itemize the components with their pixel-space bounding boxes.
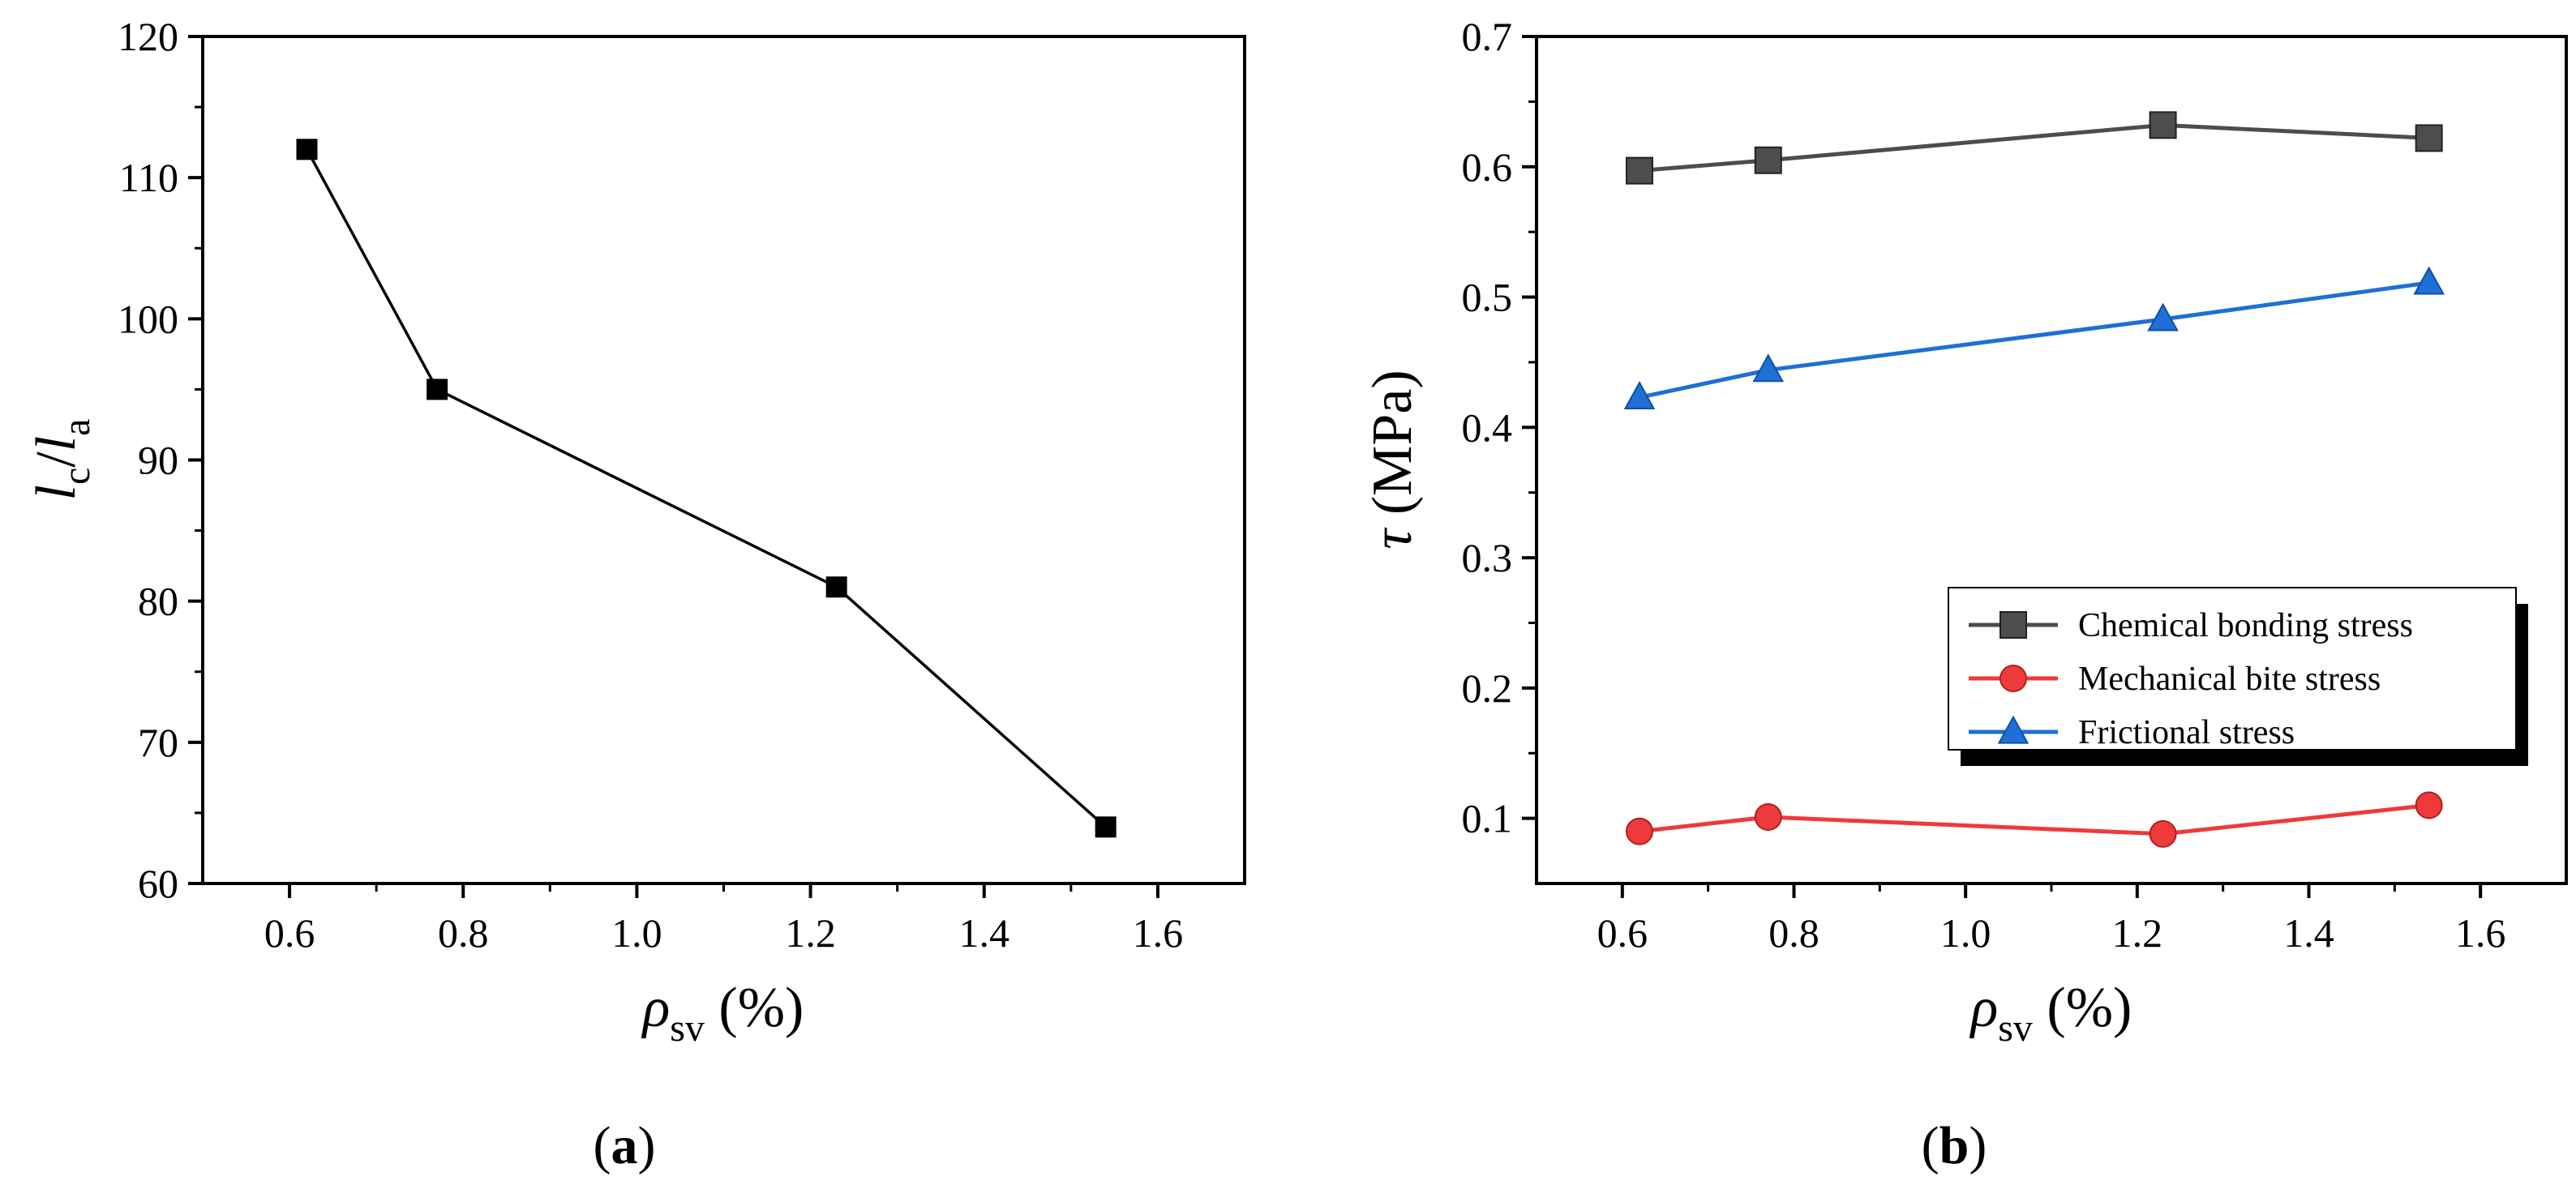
data-point-frictional-stress-1 <box>1752 353 1785 383</box>
x-tick-label-a-2: 1.0 <box>611 910 662 956</box>
data-point-chemical-bonding-stress-3 <box>2415 124 2443 152</box>
legend-label-mechanical: Mechanical bite stress <box>2078 661 2381 698</box>
data-point-mechanical-bite-stress-1 <box>1754 803 1782 832</box>
legend-label-chemical: Chemical bonding stress <box>2078 607 2413 644</box>
data-point-lc-la-3 <box>1095 816 1117 838</box>
series-line-chemical-bonding-stress <box>1639 122 2429 173</box>
panel-label-letter: b <box>1940 1116 1970 1175</box>
data-point-mechanical-bite-stress-0 <box>1626 817 1653 845</box>
data-point-lc-la-1 <box>426 379 448 400</box>
x-tick-label-a-1: 0.8 <box>438 910 489 956</box>
data-point-chemical-bonding-stress-1 <box>1754 146 1782 174</box>
y-axis-sub1: c <box>55 468 98 485</box>
axis-ticks-a: 0.6 0.8 1.0 1.2 1.4 1.6 60 70 80 90 100 110 120 <box>118 14 1183 956</box>
data-point-mechanical-bite-stress-3 <box>2415 791 2443 819</box>
y-axis-sub2: a <box>55 419 98 436</box>
y-tick-label-a-2: 80 <box>138 579 178 624</box>
y-axis-base2: l <box>25 436 88 451</box>
series-line-lc-la <box>305 148 1107 828</box>
y-tick-label-a-3: 90 <box>138 438 178 483</box>
x-tick-label-a-0: 0.6 <box>264 910 315 956</box>
x-tick-label-b-1: 0.8 <box>1768 910 1819 956</box>
data-point-chemical-bonding-stress-0 <box>1626 156 1653 185</box>
plot-frame-a <box>201 35 1246 885</box>
axis-ticks-b: 0.6 0.8 1.0 1.2 1.4 1.6 0.1 0.2 0.3 0.4 0.5 0.6 0.7 <box>1462 14 2506 956</box>
x-tick-label-b-3: 1.2 <box>2112 910 2163 956</box>
x-axis-symbol: ρ <box>1970 977 1999 1039</box>
y-tick-label-b-6: 0.7 <box>1462 14 1513 59</box>
y-axis-title-b: τ (MPa) <box>1361 370 1424 549</box>
series-markers-a <box>296 139 1117 838</box>
x-tick-label-a-4: 1.4 <box>959 910 1010 956</box>
y-axis-symbol: τ <box>1361 527 1424 550</box>
series-lines-a <box>305 148 1107 828</box>
x-tick-label-b-0: 0.6 <box>1597 910 1648 956</box>
x-axis-unit: (%) <box>2033 977 2132 1039</box>
series-line-frictional-stress <box>1639 280 2430 400</box>
x-axis-unit: (%) <box>705 977 804 1039</box>
data-point-lc-la-0 <box>296 139 318 160</box>
legend-entries: Chemical bonding stress Mechanical bite … <box>1969 607 2413 751</box>
legend-label-frictional: Frictional stress <box>2078 714 2295 751</box>
legend-marker-chemical-bonding-stress <box>2000 611 2027 639</box>
x-axis-title-b: ρsv (%) <box>1970 977 2132 1050</box>
x-tick-label-b-2: 1.0 <box>1940 910 1991 956</box>
panel-label-open: ( <box>594 1116 611 1175</box>
y-tick-label-a-4: 100 <box>118 296 178 341</box>
y-axis-unit: (MPa) <box>1361 370 1424 528</box>
x-tick-label-a-5: 1.6 <box>1133 910 1184 956</box>
panel-label-a: (a) <box>594 1116 656 1175</box>
y-tick-label-b-5: 0.6 <box>1462 144 1513 190</box>
x-tick-label-b-5: 1.6 <box>2455 910 2506 956</box>
series-lines-b <box>1639 122 2430 836</box>
data-point-frictional-stress-0 <box>1623 381 1656 410</box>
panel-label-b: (b) <box>1922 1116 1987 1175</box>
data-point-chemical-bonding-stress-2 <box>2149 111 2177 139</box>
legend-box <box>1948 587 2517 751</box>
y-tick-label-a-0: 60 <box>138 861 178 906</box>
y-tick-label-a-1: 70 <box>138 720 178 765</box>
panel-label-close: ) <box>638 1116 656 1175</box>
y-tick-label-b-4: 0.5 <box>1462 275 1513 320</box>
y-tick-label-a-6: 120 <box>118 14 178 59</box>
panel-label-letter: a <box>611 1116 638 1175</box>
series-markers-b <box>1623 111 2445 848</box>
y-axis-title-a: lc/la <box>25 419 98 501</box>
data-point-lc-la-2 <box>825 576 847 598</box>
legend-marker-mechanical-bite-stress <box>2000 665 2027 692</box>
y-tick-label-b-3: 0.4 <box>1462 404 1513 450</box>
x-axis-symbol: ρ <box>641 977 671 1039</box>
x-tick-label-b-4: 1.4 <box>2283 910 2334 956</box>
x-axis-title-a: ρsv (%) <box>641 977 804 1050</box>
legend-marker-frictional-stress <box>1997 715 2030 744</box>
panel-b: 0.6 0.8 1.0 1.2 1.4 1.60.10.20.30.40.50.60.7 … <box>1361 14 2568 1175</box>
y-tick-label-b-1: 0.2 <box>1462 665 1513 711</box>
data-point-frictional-stress-2 <box>2147 302 2179 332</box>
x-tick-label-a-3: 1.2 <box>785 910 836 956</box>
y-tick-label-a-5: 110 <box>119 155 178 200</box>
y-axis-base1: l <box>25 485 88 500</box>
data-point-mechanical-bite-stress-2 <box>2149 819 2177 848</box>
y-tick-label-b-0: 0.1 <box>1462 796 1513 841</box>
legend: Chemical bonding stress Mechanical bite … <box>1948 587 2528 766</box>
y-tick-label-b-2: 0.3 <box>1462 535 1513 580</box>
x-axis-subscript: sv <box>670 1007 705 1050</box>
panel-a: 0.6 0.8 1.0 1.2 1.4 1.6 60 70 80 90 100 110 120 ρsv … <box>25 14 1246 1175</box>
data-point-frictional-stress-3 <box>2413 266 2445 295</box>
panel-label-close: ) <box>1969 1116 1987 1175</box>
y-axis-slash: / <box>25 451 88 468</box>
series-line-mechanical-bite-stress <box>1639 803 2429 836</box>
x-axis-subscript: sv <box>1998 1007 2033 1050</box>
panel-label-open: ( <box>1922 1116 1940 1175</box>
